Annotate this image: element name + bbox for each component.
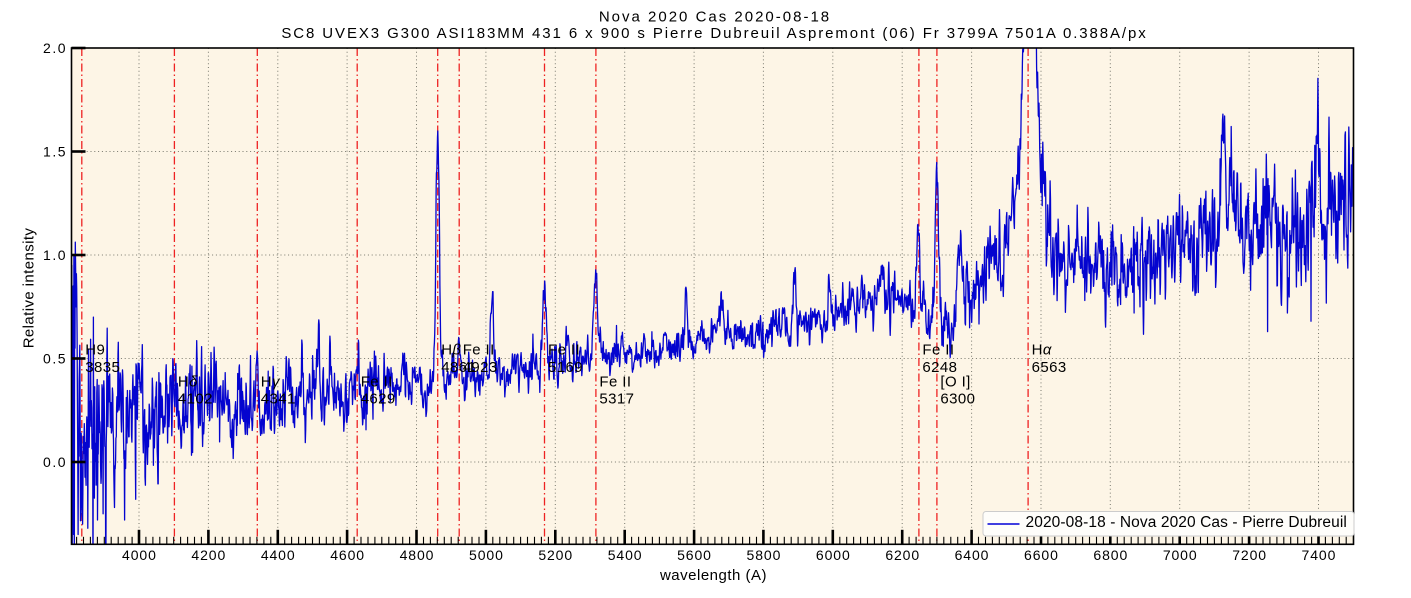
svg-text:5200: 5200	[538, 547, 573, 563]
svg-text:2.0: 2.0	[43, 40, 67, 56]
svg-text:6800: 6800	[1093, 547, 1128, 563]
svg-text:[O I]: [O I]	[940, 374, 970, 391]
svg-text:5600: 5600	[677, 547, 712, 563]
svg-text:5800: 5800	[747, 547, 782, 563]
svg-text:Hγ: Hγ	[261, 374, 281, 391]
svg-text:1.5: 1.5	[43, 144, 67, 160]
svg-text:4923: 4923	[463, 359, 498, 376]
svg-text:Hβ: Hβ	[441, 342, 461, 359]
svg-text:6563: 6563	[1032, 359, 1067, 376]
svg-text:4200: 4200	[191, 547, 226, 563]
svg-text:4629: 4629	[361, 391, 396, 408]
svg-text:Relative intensity: Relative intensity	[21, 228, 38, 349]
svg-text:6400: 6400	[955, 547, 990, 563]
svg-text:6600: 6600	[1024, 547, 1059, 563]
svg-text:Fe II: Fe II	[361, 374, 393, 391]
svg-text:4341: 4341	[261, 391, 296, 408]
svg-text:Fe II: Fe II	[463, 342, 495, 359]
svg-text:Hδ: Hδ	[178, 374, 198, 391]
svg-text:Nova 2020 Cas 2020-08-18: Nova 2020 Cas 2020-08-18	[599, 9, 831, 26]
svg-text:1.0: 1.0	[43, 247, 67, 263]
svg-text:7400: 7400	[1302, 547, 1337, 563]
svg-text:4861: 4861	[441, 359, 476, 376]
svg-text:6248: 6248	[922, 359, 957, 376]
svg-text:0.5: 0.5	[43, 351, 67, 367]
svg-text:5317: 5317	[599, 391, 634, 408]
svg-text:4800: 4800	[400, 547, 435, 563]
svg-text:Hα: Hα	[1032, 342, 1052, 359]
svg-text:5400: 5400	[608, 547, 643, 563]
svg-text:0.0: 0.0	[43, 454, 67, 470]
svg-text:SC8 UVEX3 G300 ASI183MM 431 6: SC8 UVEX3 G300 ASI183MM 431 6 x 900 s Pi…	[281, 25, 1147, 42]
svg-text:4102: 4102	[178, 391, 213, 408]
svg-text:3835: 3835	[85, 359, 120, 376]
svg-text:4600: 4600	[330, 547, 365, 563]
svg-text:Fe II: Fe II	[548, 342, 580, 359]
svg-text:H9: H9	[85, 342, 105, 359]
svg-text:6000: 6000	[816, 547, 851, 563]
svg-text:4400: 4400	[261, 547, 296, 563]
svg-text:Fe II: Fe II	[599, 374, 631, 391]
svg-text:wavelength (A): wavelength (A)	[659, 567, 767, 584]
svg-text:6200: 6200	[885, 547, 920, 563]
svg-text:5000: 5000	[469, 547, 504, 563]
svg-text:2020-08-18 - Nova 2020 Cas - P: 2020-08-18 - Nova 2020 Cas - Pierre Dubr…	[1026, 514, 1347, 531]
svg-text:6300: 6300	[940, 391, 975, 408]
svg-text:5169: 5169	[548, 359, 583, 376]
svg-text:7000: 7000	[1163, 547, 1198, 563]
svg-text:Fe II: Fe II	[922, 342, 954, 359]
svg-text:4000: 4000	[122, 547, 157, 563]
svg-text:7200: 7200	[1232, 547, 1267, 563]
